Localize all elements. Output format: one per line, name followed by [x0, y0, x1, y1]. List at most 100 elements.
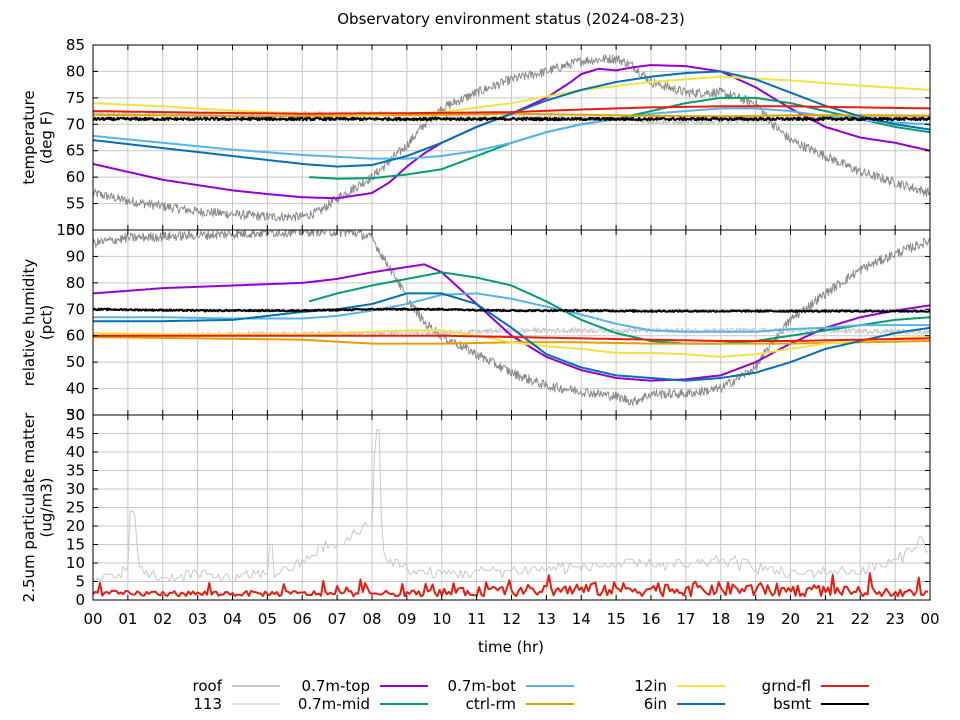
x-tick-label: 02	[153, 610, 172, 628]
legend-item-0.7m-mid: 0.7m-mid	[298, 695, 428, 713]
x-tick-label: 18	[711, 610, 730, 628]
legend-label: grnd-fl	[762, 677, 811, 695]
y-tick-label: 45	[66, 425, 85, 443]
series-group	[93, 54, 930, 222]
x-tick-label: 10	[432, 610, 451, 628]
legend-label: roof	[193, 677, 223, 695]
series-line-bsmt	[93, 116, 930, 122]
y-tick-label: 5	[75, 573, 85, 591]
legend-item-0.7m-bot: 0.7m-bot	[448, 677, 574, 695]
x-tick-labels: 00 01 02 03 04 05 06 07 08 09 10 11 12 13 14 15 16 17 18 19…	[83, 610, 939, 628]
y-tick-label: 75	[66, 89, 85, 107]
x-axis-label: time (hr)	[478, 638, 544, 656]
y-tick-label: 100	[56, 221, 85, 239]
x-tick-label: 20	[781, 610, 800, 628]
y-tick-label: 60	[66, 327, 85, 345]
panel-2: 30 40 50 60 70 80 90 100 relative humidity(pct)	[20, 221, 931, 424]
legend-label: 0.7m-top	[302, 677, 370, 695]
legend-label: bsmt	[773, 695, 811, 713]
series-line-0.7m-mid	[308, 271, 930, 345]
x-tick-label: 22	[851, 610, 870, 628]
series-line-0.7m-bot	[93, 292, 930, 333]
series-line-6in	[93, 292, 930, 382]
y-tick-label: 20	[66, 517, 85, 535]
x-tick-label: 06	[293, 610, 312, 628]
y-axis-label: 2.5um particulate matter(ug/m3)	[20, 412, 55, 602]
y-tick-label: 80	[66, 62, 85, 80]
series-line-0.7m-bot	[93, 107, 930, 160]
x-tick-label: 23	[886, 610, 905, 628]
legend-item-6in: 6in	[644, 695, 725, 713]
y-tick-label: 50	[66, 221, 85, 239]
x-tick-label: 08	[362, 610, 381, 628]
x-tick-label: 21	[816, 610, 835, 628]
legend-item-roof: roof	[193, 677, 280, 695]
y-tick-label: 90	[66, 247, 85, 265]
legend-label: 113	[193, 695, 222, 713]
legend-item-12in: 12in	[634, 677, 725, 695]
chart-title: Observatory environment status (2024-08-…	[337, 10, 685, 28]
x-tick-label: 12	[502, 610, 521, 628]
y-tick-label: 0	[75, 591, 85, 609]
x-tick-label: 13	[537, 610, 556, 628]
series-line-grnd-fl	[93, 572, 929, 598]
legend-label: 0.7m-mid	[298, 695, 370, 713]
series-line-12in	[93, 75, 930, 116]
y-tick-label: 15	[66, 536, 85, 554]
x-tick-label: 16	[641, 610, 660, 628]
y-tick-label: 10	[66, 554, 85, 572]
legend-label: ctrl-rm	[466, 695, 516, 713]
x-tick-label: 05	[258, 610, 277, 628]
series-group	[93, 429, 929, 598]
legend-item-113: 113	[193, 695, 280, 713]
series-line-113	[93, 110, 930, 126]
x-tick-label: 01	[118, 610, 137, 628]
x-tick-label: 11	[467, 610, 486, 628]
legend-item-grnd-fl: grnd-fl	[762, 677, 869, 695]
x-tick-label: 00	[920, 610, 939, 628]
x-tick-label: 00	[83, 610, 102, 628]
y-tick-label: 25	[66, 499, 85, 517]
y-tick-label: 30	[66, 406, 85, 424]
legend-item-ctrl-rm: ctrl-rm	[466, 695, 574, 713]
panel-1: 50 55 60 65 70 75 80 85 temperature(deg F)	[20, 36, 931, 239]
y-tick-label: 55	[66, 195, 85, 213]
y-tick-label: 80	[66, 274, 85, 292]
y-tick-label: 40	[66, 380, 85, 398]
y-tick-label: 70	[66, 300, 85, 318]
y-tick-label: 30	[66, 480, 85, 498]
series-line-roof	[93, 54, 930, 222]
legend-label: 0.7m-bot	[448, 677, 517, 695]
y-axis-label: temperature(deg F)	[20, 90, 55, 184]
y-tick-label: 60	[66, 168, 85, 186]
x-tick-label: 04	[223, 610, 242, 628]
x-tick-label: 07	[328, 610, 347, 628]
series-line-12in	[93, 329, 930, 358]
series-group	[93, 230, 930, 406]
y-tick-label: 35	[66, 462, 85, 480]
y-tick-label: 50	[66, 353, 85, 371]
x-tick-label: 19	[746, 610, 765, 628]
series-line-grnd-fl	[93, 334, 930, 342]
x-tick-label: 15	[607, 610, 626, 628]
x-tick-label: 17	[676, 610, 695, 628]
y-tick-label: 70	[66, 115, 85, 133]
series-line-bsmt	[93, 307, 930, 313]
y-tick-label: 50	[66, 406, 85, 424]
x-tick-label: 03	[188, 610, 207, 628]
legend-item-bsmt: bsmt	[773, 695, 869, 713]
y-tick-label: 65	[66, 142, 85, 160]
y-tick-label: 85	[66, 36, 85, 54]
x-tick-label: 09	[397, 610, 416, 628]
series-line-113	[93, 429, 929, 582]
legend-label: 6in	[644, 695, 667, 713]
series-line-grnd-fl	[93, 105, 930, 115]
legend-item-0.7m-top: 0.7m-top	[302, 677, 428, 695]
x-tick-label: 14	[572, 610, 591, 628]
y-axis-label: relative humidity(pct)	[20, 259, 55, 387]
y-tick-label: 40	[66, 443, 85, 461]
legend-label: 12in	[634, 677, 667, 695]
